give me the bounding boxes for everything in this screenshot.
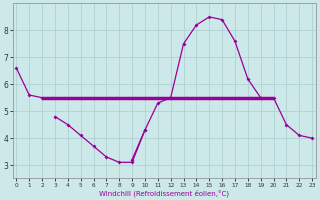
X-axis label: Windchill (Refroidissement éolien,°C): Windchill (Refroidissement éolien,°C) [99, 189, 229, 197]
